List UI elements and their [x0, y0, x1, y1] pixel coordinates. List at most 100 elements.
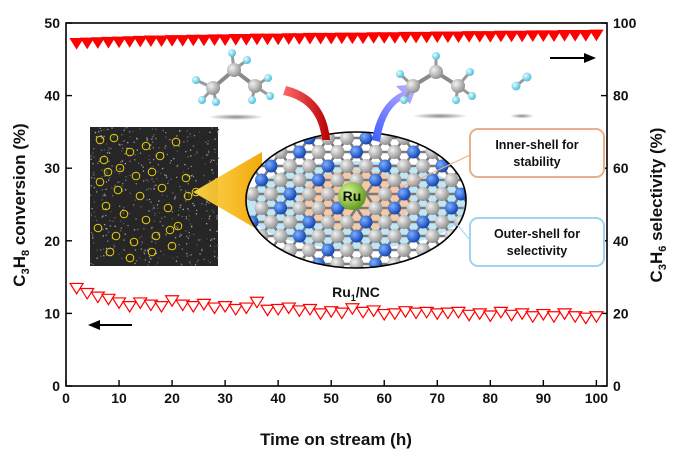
catalyst-label: Ru1/NC	[332, 284, 380, 303]
right-tick-label: 20	[613, 305, 629, 321]
selectivity-point	[355, 32, 371, 45]
arrow-to-right-axis	[550, 53, 596, 63]
left-axis-ticks: 0 10 20 30 40 50	[44, 15, 72, 394]
conversion-point	[143, 299, 159, 312]
conversion-point	[355, 306, 371, 319]
selectivity-point	[419, 31, 434, 44]
selectivity-point	[196, 34, 212, 47]
selectivity-point	[239, 34, 254, 46]
x-tick-label: 50	[323, 390, 339, 406]
ru-center-label: Ru	[343, 188, 362, 204]
selectivity-point	[281, 33, 296, 45]
arrow-to-left-axis	[88, 320, 132, 330]
right-tick-label: 0	[613, 378, 621, 394]
selectivity-point	[249, 33, 265, 46]
propane-molecule	[192, 49, 274, 120]
outer-shell-box: Outer-shell for selectivity	[469, 217, 605, 267]
conversion-point	[313, 308, 329, 321]
selectivity-point	[292, 33, 307, 45]
x-axis-ticks: 0 10 20 30 40 50 60 70 80 90 100	[62, 380, 608, 406]
selectivity-point	[398, 31, 413, 44]
series-selectivity	[69, 29, 604, 50]
conversion-point	[525, 311, 541, 324]
conversion-point	[450, 306, 467, 319]
selectivity-point	[345, 32, 360, 45]
conversion-point	[259, 304, 276, 317]
conversion-point	[472, 308, 488, 321]
series-conversion	[69, 282, 604, 325]
conversion-point	[238, 302, 254, 315]
conversion-point	[419, 306, 435, 319]
selectivity-point	[228, 34, 243, 46]
conversion-point	[111, 297, 127, 310]
conversion-point	[334, 307, 350, 320]
conversion-point	[79, 287, 95, 301]
conversion-point	[556, 308, 573, 321]
right-tick-label: 40	[613, 233, 629, 249]
propylene-molecule	[396, 52, 476, 119]
selectivity-point	[154, 35, 169, 48]
x-tick-label: 10	[111, 390, 127, 406]
selectivity-point	[377, 32, 392, 44]
conversion-point	[122, 300, 138, 314]
conversion-point	[281, 302, 297, 315]
x-tick-label: 0	[62, 390, 70, 406]
selectivity-point	[133, 35, 148, 48]
selectivity-point	[525, 30, 540, 42]
conversion-point	[90, 291, 106, 304]
ru-nc-structure: Ru	[245, 131, 467, 269]
selectivity-point	[578, 30, 594, 42]
conversion-point	[228, 303, 244, 317]
conversion-point	[429, 308, 445, 321]
inner-shell-leader	[399, 154, 471, 189]
outer-shell-leader	[454, 221, 471, 241]
selectivity-point	[186, 34, 201, 47]
conversion-point	[588, 311, 604, 324]
selectivity-point	[111, 36, 127, 49]
conversion-point	[546, 311, 562, 324]
selectivity-point	[483, 31, 498, 43]
left-tick-label: 50	[44, 15, 60, 31]
selectivity-point	[408, 31, 424, 44]
conversion-point	[578, 312, 594, 325]
left-tick-label: 40	[44, 88, 60, 104]
selectivity-point	[387, 32, 403, 44]
plot-frame	[65, 22, 608, 387]
hydrogen-molecule	[510, 72, 534, 119]
zoom-beam	[193, 152, 262, 232]
x-tick-label: 30	[217, 390, 233, 406]
selectivity-point	[217, 34, 233, 46]
x-tick-label: 100	[585, 390, 609, 406]
selectivity-point	[175, 35, 190, 47]
conversion-point	[153, 300, 170, 314]
conversion-point	[185, 300, 201, 314]
conversion-point	[567, 311, 583, 324]
selectivity-point	[270, 33, 286, 46]
reactant-arrow	[283, 86, 330, 140]
selectivity-point	[430, 31, 445, 44]
conversion-point	[217, 300, 233, 314]
left-tick-label: 10	[44, 305, 60, 321]
conversion-point	[408, 307, 424, 320]
conversion-point	[503, 309, 520, 322]
svg-text:Inner-shell for: Inner-shell for	[495, 138, 578, 152]
svg-text:Outer-shell for: Outer-shell for	[494, 227, 580, 241]
selectivity-point	[589, 29, 604, 42]
left-tick-label: 0	[52, 378, 60, 394]
left-axis-title: C3H8 conversion (%)	[10, 123, 32, 286]
conversion-point	[397, 306, 414, 319]
svg-text:stability: stability	[513, 155, 560, 169]
right-axis-title: C3H6 selectivity (%)	[647, 128, 669, 283]
selectivity-point	[557, 30, 572, 42]
selectivity-point	[69, 38, 84, 50]
conversion-point	[535, 308, 551, 322]
selectivity-point	[493, 30, 509, 43]
inner-shell-box: Inner-shell for stability	[469, 128, 605, 178]
conversion-point	[514, 308, 530, 321]
conversion-point	[461, 309, 477, 322]
selectivity-point	[164, 35, 180, 47]
conversion-point	[164, 295, 180, 308]
x-tick-label: 90	[536, 390, 552, 406]
x-tick-label: 20	[164, 390, 180, 406]
